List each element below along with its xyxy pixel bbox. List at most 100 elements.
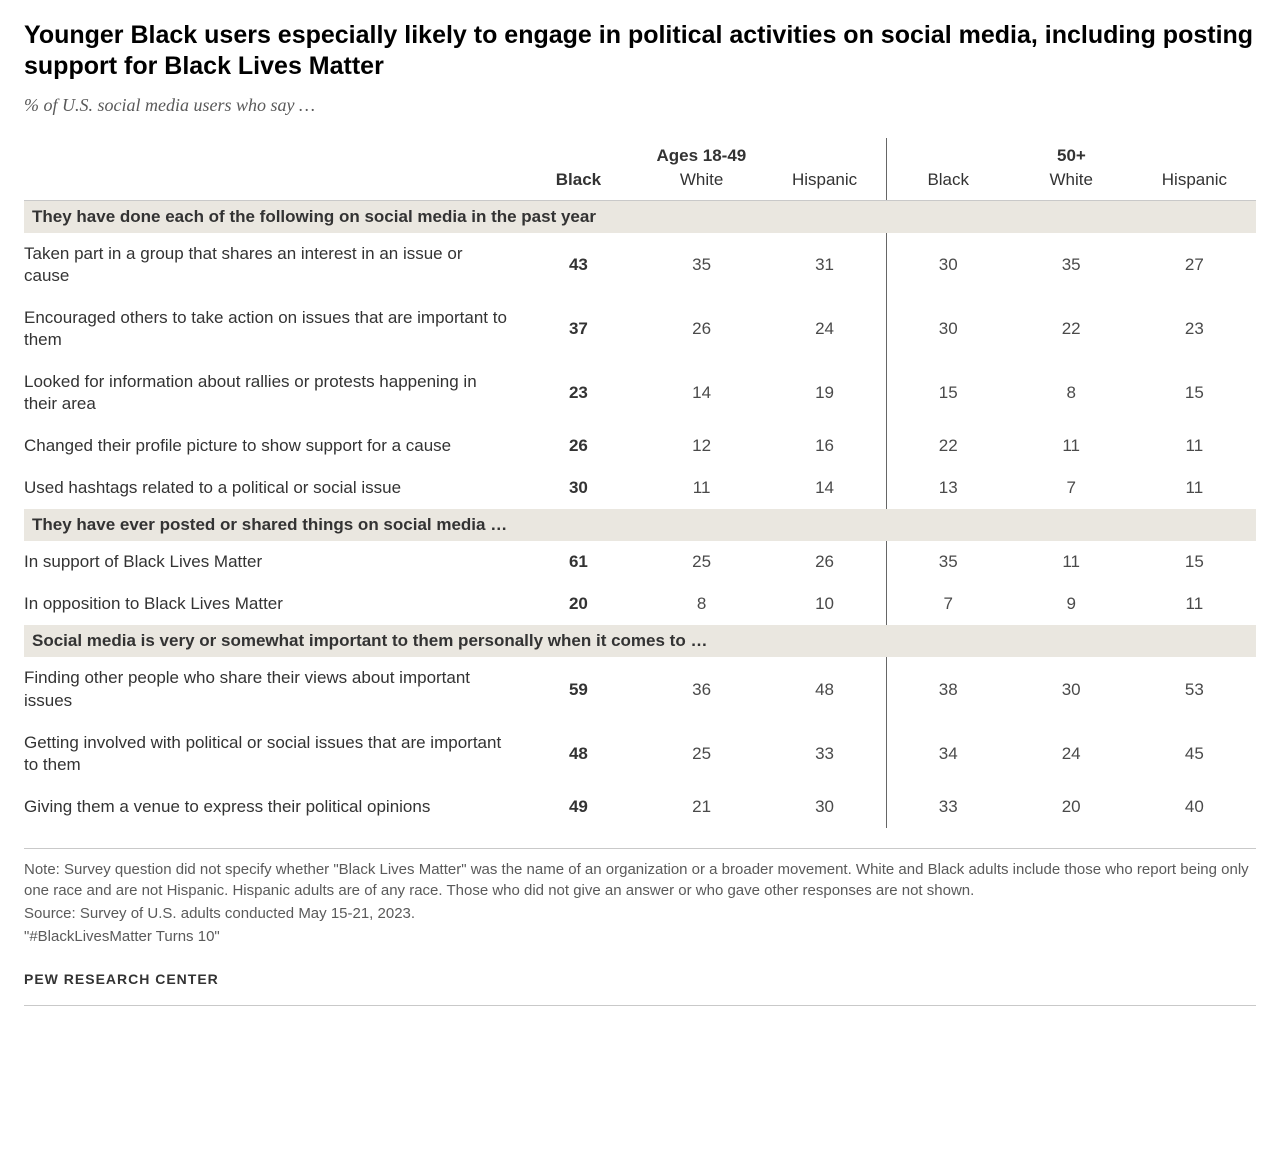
cell: 7 [886,583,1009,625]
cell: 30 [517,467,640,509]
cell: 37 [517,297,640,361]
cell: 26 [640,297,763,361]
cell: 48 [763,657,886,721]
row-label: In support of Black Lives Matter [24,541,517,583]
row-label: Looked for information about rallies or … [24,361,517,425]
row-label: In opposition to Black Lives Matter [24,583,517,625]
table-row: Changed their profile picture to show su… [24,425,1256,467]
cell: 45 [1133,722,1256,786]
cell: 13 [886,467,1009,509]
group-header-50plus: 50+ [886,138,1256,170]
cell: 12 [640,425,763,467]
cell: 19 [763,361,886,425]
table-row: Getting involved with political or socia… [24,722,1256,786]
col-header-white-2: White [1010,170,1133,201]
section-header: They have done each of the following on … [24,200,1256,233]
table-row: In opposition to Black Lives Matter 20 8… [24,583,1256,625]
cell: 20 [517,583,640,625]
row-label: Changed their profile picture to show su… [24,425,517,467]
cell: 11 [1010,425,1133,467]
cell: 30 [1010,657,1133,721]
cell: 11 [640,467,763,509]
cell: 49 [517,786,640,828]
cell: 33 [763,722,886,786]
table-row: Giving them a venue to express their pol… [24,786,1256,828]
cell: 23 [1133,297,1256,361]
cell: 40 [1133,786,1256,828]
col-header-black-2: Black [886,170,1009,201]
note-text: Note: Survey question did not specify wh… [24,848,1256,901]
subtitle: % of U.S. social media users who say … [24,95,1256,116]
table-row: Used hashtags related to a political or … [24,467,1256,509]
cell: 61 [517,541,640,583]
col-header-white-1: White [640,170,763,201]
cell: 30 [763,786,886,828]
cell: 31 [763,233,886,297]
cell: 14 [763,467,886,509]
cell: 23 [517,361,640,425]
cell: 36 [640,657,763,721]
cell: 20 [1010,786,1133,828]
col-header-hispanic-1: Hispanic [763,170,886,201]
row-label: Finding other people who share their vie… [24,657,517,721]
cell: 8 [1010,361,1133,425]
cell: 10 [763,583,886,625]
row-label: Encouraged others to take action on issu… [24,297,517,361]
table-row: Encouraged others to take action on issu… [24,297,1256,361]
cell: 7 [1010,467,1133,509]
cell: 21 [640,786,763,828]
cell: 11 [1133,583,1256,625]
table-row: In support of Black Lives Matter 61 25 2… [24,541,1256,583]
cell: 30 [886,233,1009,297]
cell: 27 [1133,233,1256,297]
cell: 30 [886,297,1009,361]
cell: 15 [886,361,1009,425]
col-header-black-1: Black [517,170,640,201]
cell: 26 [763,541,886,583]
cell: 59 [517,657,640,721]
group-header-row: Ages 18-49 50+ [24,138,1256,170]
cell: 53 [1133,657,1256,721]
cell: 43 [517,233,640,297]
cell: 35 [640,233,763,297]
cell: 35 [1010,233,1133,297]
cell: 22 [1010,297,1133,361]
cell: 11 [1133,467,1256,509]
cell: 48 [517,722,640,786]
cell: 34 [886,722,1009,786]
cell: 15 [1133,361,1256,425]
cell: 22 [886,425,1009,467]
attribution: PEW RESEARCH CENTER [24,971,1256,1006]
cell: 26 [517,425,640,467]
table-row: Finding other people who share their vie… [24,657,1256,721]
cell: 14 [640,361,763,425]
cell: 25 [640,541,763,583]
cell: 15 [1133,541,1256,583]
section-header: Social media is very or somewhat importa… [24,625,1256,657]
row-label: Taken part in a group that shares an int… [24,233,517,297]
cell: 8 [640,583,763,625]
row-label: Getting involved with political or socia… [24,722,517,786]
cell: 11 [1010,541,1133,583]
row-label: Used hashtags related to a political or … [24,467,517,509]
cell: 24 [1010,722,1133,786]
cell: 16 [763,425,886,467]
cell: 9 [1010,583,1133,625]
page-title: Younger Black users especially likely to… [24,20,1256,83]
table-row: Looked for information about rallies or … [24,361,1256,425]
cell: 25 [640,722,763,786]
section-header: They have ever posted or shared things o… [24,509,1256,541]
citation-text: "#BlackLivesMatter Turns 10" [24,926,1256,947]
group-header-18-49: Ages 18-49 [517,138,887,170]
cell: 11 [1133,425,1256,467]
cell: 24 [763,297,886,361]
cell: 33 [886,786,1009,828]
data-table: Ages 18-49 50+ Black White Hispanic Blac… [24,138,1256,828]
source-text: Source: Survey of U.S. adults conducted … [24,903,1256,924]
row-label: Giving them a venue to express their pol… [24,786,517,828]
sub-header-row: Black White Hispanic Black White Hispani… [24,170,1256,201]
table-row: Taken part in a group that shares an int… [24,233,1256,297]
cell: 38 [886,657,1009,721]
col-header-hispanic-2: Hispanic [1133,170,1256,201]
cell: 35 [886,541,1009,583]
